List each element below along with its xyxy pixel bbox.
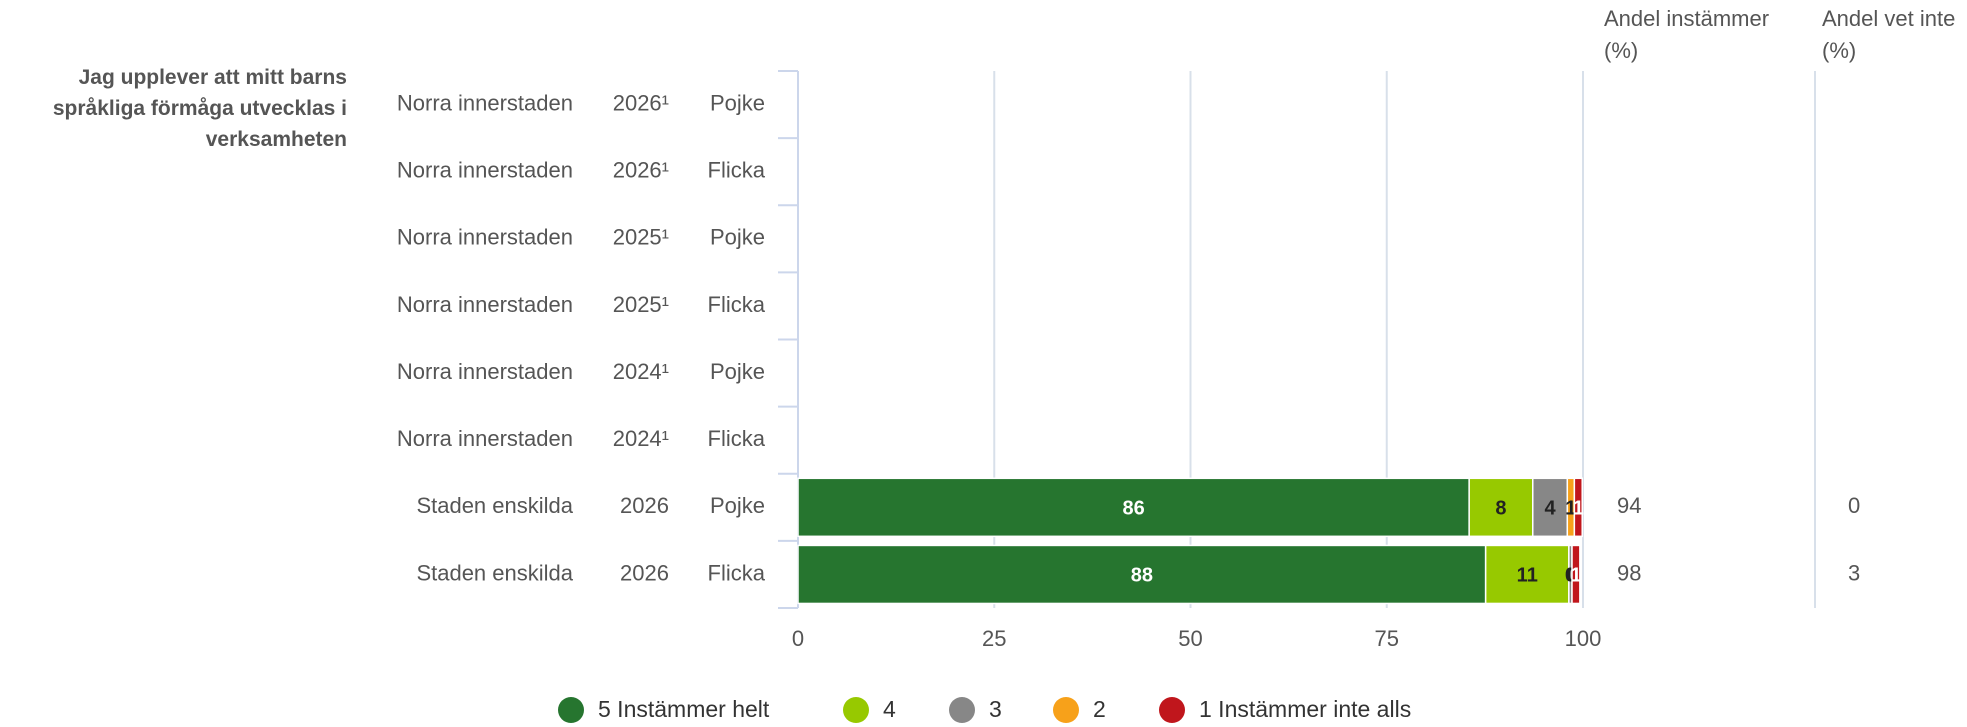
- row-gender: Flicka: [708, 292, 766, 317]
- row-area: Staden enskilda: [416, 493, 573, 518]
- row-gender: Pojke: [710, 359, 765, 384]
- bar-label: 1: [1570, 565, 1581, 587]
- row-gender: Pojke: [710, 90, 765, 115]
- column-value: 0: [1848, 493, 1860, 518]
- bar-label: 11: [1517, 565, 1538, 587]
- row-gender: Pojke: [710, 225, 765, 250]
- row-year: 2025¹: [613, 292, 669, 317]
- bar-segment: [1532, 477, 1569, 538]
- row-area: Norra innerstaden: [397, 292, 573, 317]
- column-value: 98: [1617, 560, 1641, 585]
- legend-label: 4: [883, 696, 896, 722]
- bar-label: 4: [1544, 498, 1556, 520]
- bar-label: 0: [1565, 565, 1576, 587]
- legend-label: 1 Instämmer inte alls: [1199, 696, 1411, 722]
- legend-marker: [1053, 697, 1079, 723]
- column-value: 94: [1617, 493, 1641, 518]
- row-area: Norra innerstaden: [397, 225, 573, 250]
- bar-label: 86: [1122, 498, 1144, 520]
- legend-marker: [949, 697, 975, 723]
- row-area: Norra innerstaden: [397, 426, 573, 451]
- row-year: 2024¹: [613, 426, 669, 451]
- legend-marker: [843, 697, 869, 723]
- row-year: 2025¹: [613, 225, 669, 250]
- bar-label: 8: [1495, 498, 1506, 520]
- row-year: 2026¹: [613, 158, 669, 183]
- legend-label: 5 Instämmer helt: [598, 696, 770, 722]
- bar-label: 1: [1565, 498, 1576, 520]
- row-gender: Pojke: [710, 493, 765, 518]
- row-year: 2024¹: [613, 359, 669, 384]
- row-area: Norra innerstaden: [397, 90, 573, 115]
- legend-label: 3: [989, 696, 1002, 722]
- row-gender: Flicka: [708, 158, 766, 183]
- legend-marker: [1159, 697, 1185, 723]
- row-gender: Flicka: [708, 560, 766, 585]
- column-header: Andel vet inte (%): [1822, 6, 1956, 63]
- bar-segment: [797, 544, 1487, 605]
- x-tick-label: 100: [1565, 626, 1602, 651]
- x-tick-label: 0: [792, 626, 804, 651]
- row-year: 2026¹: [613, 90, 669, 115]
- row-area: Staden enskilda: [416, 560, 573, 585]
- x-tick-label: 75: [1375, 626, 1399, 651]
- row-year: 2026: [620, 560, 669, 585]
- bar-label: 1: [1573, 498, 1584, 520]
- bar-label: 88: [1131, 565, 1153, 587]
- bar-segment: [1573, 477, 1583, 538]
- legend-marker: [558, 697, 584, 723]
- row-gender: Flicka: [708, 426, 766, 451]
- column-value: 3: [1848, 560, 1860, 585]
- bar-segment: [1571, 544, 1581, 605]
- row-area: Norra innerstaden: [397, 158, 573, 183]
- x-tick-label: 25: [982, 626, 1006, 651]
- x-tick-label: 50: [1178, 626, 1202, 651]
- row-area: Norra innerstaden: [397, 359, 573, 384]
- column-header: Andel instämmer (%): [1604, 6, 1770, 63]
- group-label: Jag upplever att mitt barns språkliga fö…: [52, 66, 347, 151]
- row-year: 2026: [620, 493, 669, 518]
- legend-label: 2: [1093, 696, 1106, 722]
